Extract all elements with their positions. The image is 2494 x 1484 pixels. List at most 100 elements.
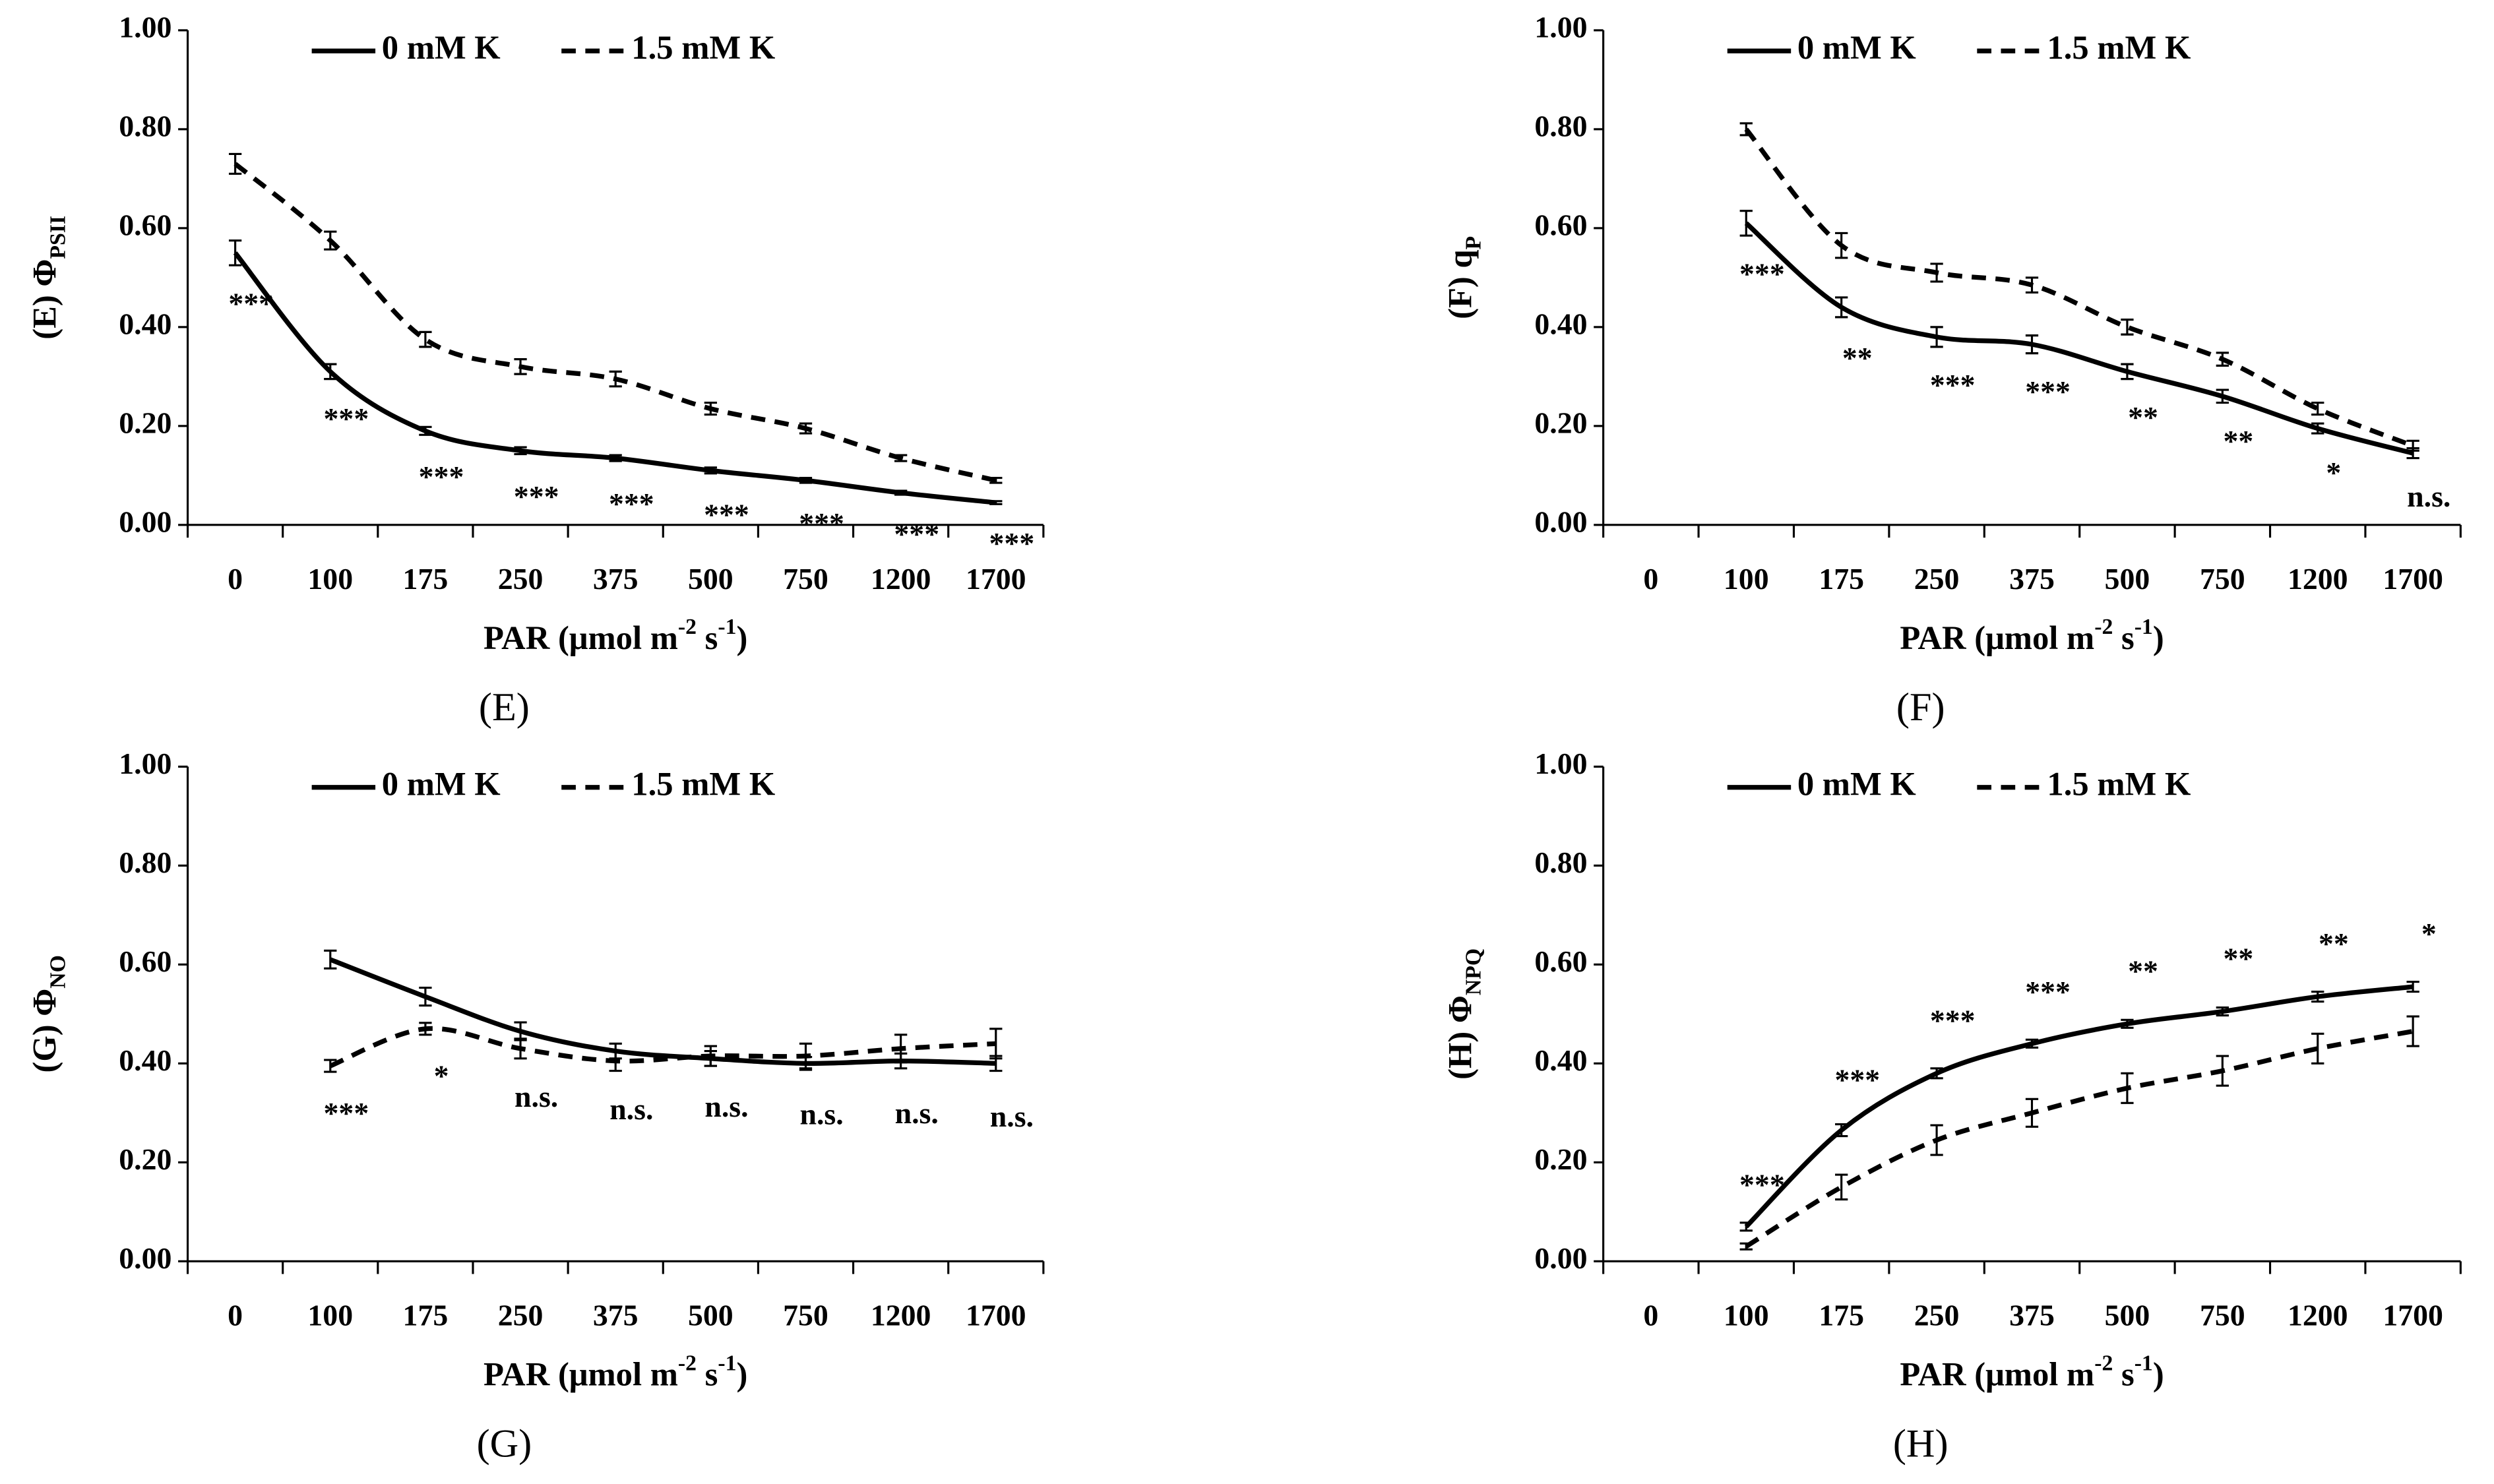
series-line [1745,1029,2414,1249]
series-line [329,957,996,1067]
x-tick-label: 1200 [871,1299,931,1332]
significance-label: *** [2025,375,2071,408]
error-bar [894,489,908,496]
y-tick-label: 0.20 [1534,1142,1587,1176]
x-label-part: -2 [2094,1351,2113,1376]
error-bar [1739,1242,1753,1251]
y-tick-label: 0.60 [119,208,171,241]
error-bar [2406,1015,2419,1047]
caption: (E) [479,685,530,729]
significance-label: ** [2128,400,2158,434]
significance-label: *** [704,498,749,532]
significance-label: *** [1930,368,1976,402]
x-tick-label: 1700 [2383,1299,2443,1332]
panel: 0.00 0.20 0.40 0.60 0.80 1.00 0 100 175 250 375 500… [1441,10,2462,729]
error-bar [2025,334,2039,355]
y-axis-label: (F) qP [1441,236,1486,319]
significance-label: *** [324,402,369,435]
caption: (G) [477,1421,532,1466]
y-label-sub: PSII [46,216,71,259]
significance-label: *** [799,507,844,540]
x-tick-label: 250 [1914,562,1960,596]
y-axis-label: (H) ΦNPQ [1441,948,1486,1080]
x-label-part: -2 [678,1351,697,1376]
x-label-part: ) [737,619,748,656]
x-label-part: -1 [718,615,736,639]
error-bar [2121,319,2134,336]
legend-label: 1.5 mM K [631,765,775,802]
x-tick-label: 375 [2009,1299,2055,1332]
x-tick-label: 1700 [966,1299,1026,1332]
error-bar [1930,326,1943,348]
error-bar [2216,352,2229,367]
x-tick-label: 0 [1643,562,1658,596]
significance-label: *** [894,517,939,551]
x-tick-label: 0 [228,562,243,596]
error-bar [2216,388,2229,404]
x-tick-label: 1700 [966,562,1026,596]
error-bar [419,330,432,348]
x-tick-label: 500 [2105,562,2150,596]
error-bar [1739,210,1753,237]
significance-label: * [2421,917,2437,950]
x-label-part: s [2113,619,2134,656]
y-label-sub: NO [46,955,71,989]
error-bar [1835,1173,1848,1201]
significance-label: * [2326,456,2341,489]
x-label-part: PAR (μmol m [483,1355,678,1392]
significance-label: ** [2128,954,2158,987]
error-bar [2406,981,2419,993]
y-tick-label: 0.60 [1534,944,1587,978]
x-tick-label: 750 [783,562,828,596]
legend-label: 0 mM K [382,29,501,66]
error-bar [1835,1123,1848,1138]
x-tick-label: 175 [1819,562,1864,596]
x-label-part: ) [2153,619,2164,656]
x-tick-label: 0 [228,1299,243,1332]
x-tick-label: 1700 [2383,562,2443,596]
x-tick-label: 175 [403,562,449,596]
error-bar [2121,363,2134,381]
x-tick-label: 175 [1819,1299,1864,1332]
y-tick-label: 0.40 [1534,1043,1587,1077]
x-axis-label: PAR (μmol m-2 s-1) [483,615,747,656]
error-bar [989,1028,1003,1060]
significance-label: *** [228,286,274,320]
x-label-part: -2 [2094,615,2113,639]
error-bar [514,446,527,456]
y-label-sub: P [1462,236,1486,250]
error-bar [419,1022,432,1036]
significance-label: ** [1842,341,1873,375]
error-bar [799,422,813,435]
y-tick-label: 0.80 [1534,846,1587,879]
significance-label: *** [1834,1063,1880,1096]
legend-label: 1.5 mM K [2047,29,2191,66]
x-tick-label: 375 [593,562,639,596]
y-tick-label: 1.00 [1534,747,1587,780]
error-bar [894,454,908,462]
error-bar [419,987,432,1007]
x-label-part: PAR (μmol m [483,619,678,656]
y-label-main: (E) Φ [26,259,63,340]
error-bar [1739,1221,1753,1232]
error-bar [1835,232,1848,259]
error-bar [2216,1055,2229,1087]
series-line [329,1026,996,1068]
series-line [1744,127,2414,448]
x-label-part: s [2113,1355,2134,1392]
y-tick-label: 0.40 [119,1043,171,1077]
significance-label: *** [609,487,654,520]
significance-label: n.s. [799,1097,843,1130]
error-bar [989,477,1003,484]
significance-label: *** [1739,1167,1785,1201]
error-bar [704,466,717,475]
error-bar [894,1034,908,1064]
error-bar [2025,1098,2039,1128]
significance-label: *** [2025,975,2071,1008]
panel: 0.00 0.20 0.40 0.60 0.80 1.00 0 100 175 250 375 500… [26,747,1045,1466]
error-bar [2216,1006,2229,1017]
x-tick-label: 250 [498,1299,544,1332]
x-tick-label: 250 [498,562,544,596]
significance-label: *** [1930,1003,1976,1037]
error-bar [799,1042,813,1070]
